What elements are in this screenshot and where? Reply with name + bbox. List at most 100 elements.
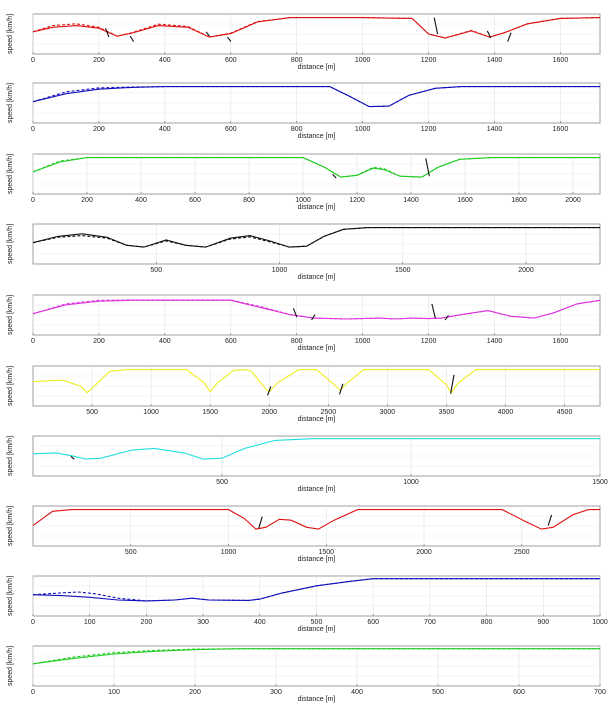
x-tick-label: 200 — [189, 689, 201, 696]
subplot-3: 0 200 400 600 800 1000 1200 1400 1600 1800 2000 dis… — [7, 153, 601, 211]
x-axis-label: distance [m] — [298, 416, 336, 423]
x-tick-label: 1400 — [403, 197, 419, 204]
event-marker — [444, 315, 449, 321]
x-tick-label: 800 — [243, 197, 255, 204]
x-tick-label: 400 — [351, 689, 363, 696]
x-tick-label: 4500 — [557, 409, 573, 416]
event-marker — [547, 514, 553, 526]
x-tick-label: 0 — [31, 689, 35, 696]
x-tick-label: 900 — [537, 619, 549, 626]
x-tick-label: 800 — [481, 619, 493, 626]
x-tick-label: 1400 — [487, 57, 503, 64]
event-marker — [338, 383, 344, 395]
y-axis-label: speed [km/h] — [7, 366, 14, 406]
y-axis-label: speed [km/h] — [7, 646, 14, 686]
x-tick-label: 1000 — [592, 619, 608, 626]
x-tick-label: 500 — [150, 267, 162, 274]
x-tick-label: 400 — [135, 197, 147, 204]
x-tick-label: 1000 — [403, 479, 419, 486]
x-tick-label: 3500 — [439, 409, 455, 416]
subplot-9: 0 100 200 300 400 500 600 700 800 900 1000 distance… — [7, 575, 608, 633]
x-tick-label: 2000 — [518, 267, 534, 274]
event-marker — [425, 158, 430, 177]
event-marker — [431, 303, 436, 319]
event-marker — [433, 17, 439, 35]
x-tick-label: 1000 — [143, 409, 159, 416]
series-line-1 — [32, 438, 600, 460]
x-axis-label: distance [m] — [298, 64, 336, 71]
x-tick-label: 100 — [108, 689, 120, 696]
x-tick-label: 1600 — [553, 57, 569, 64]
x-tick-label: 1000 — [355, 57, 371, 64]
series-line-2 — [32, 17, 601, 39]
x-axis-label: distance [m] — [298, 626, 336, 633]
x-tick-label: 800 — [291, 57, 303, 64]
y-axis-label: speed [km/h] — [7, 14, 14, 54]
x-tick-label: 1800 — [511, 197, 527, 204]
event-marker — [129, 35, 135, 42]
x-tick-label: 600 — [225, 338, 237, 345]
x-tick-label: 1200 — [421, 57, 437, 64]
y-axis-label: speed [km/h] — [7, 224, 14, 264]
x-axis-label: distance [m] — [298, 204, 336, 211]
x-tick-label: 300 — [270, 689, 282, 696]
subplot-8: 500 1000 1500 2000 2500 distance [m] speed [km… — [7, 505, 601, 563]
y-axis-label: speed [km/h] — [7, 436, 14, 476]
x-axis-label: distance [m] — [298, 345, 336, 352]
x-tick-label: 1000 — [272, 267, 288, 274]
x-tick-label: 0 — [31, 338, 35, 345]
x-tick-label: 400 — [159, 338, 171, 345]
x-tick-label: 1600 — [553, 126, 569, 133]
event-marker — [205, 31, 210, 37]
x-tick-label: 1400 — [487, 338, 503, 345]
x-tick-label: 2000 — [261, 409, 277, 416]
x-tick-label: 0 — [31, 126, 35, 133]
x-axis-label: distance [m] — [298, 274, 336, 281]
x-tick-label: 400 — [159, 126, 171, 133]
event-marker — [227, 36, 232, 42]
x-tick-label: 500 — [216, 479, 228, 486]
subplot-7: 500 1000 1500 distance [m] speed [km/h] — [7, 435, 608, 493]
event-marker — [450, 374, 455, 394]
x-tick-label: 200 — [93, 126, 105, 133]
series-line-1 — [32, 157, 600, 178]
x-tick-label: 1200 — [349, 197, 365, 204]
x-tick-label: 200 — [141, 619, 153, 626]
event-marker — [292, 308, 298, 318]
x-tick-label: 1000 — [355, 338, 371, 345]
subplot-4: 500 1000 1500 2000 distance [m] speed [km/h] — [7, 223, 601, 281]
x-tick-label: 1400 — [487, 126, 503, 133]
series-line-2 — [32, 648, 600, 665]
x-tick-label: 200 — [81, 197, 93, 204]
subplot-2: 0 200 400 600 800 1000 1200 1400 1600 distance [m… — [7, 82, 601, 140]
x-tick-label: 1600 — [457, 197, 473, 204]
x-axis-label: distance [m] — [298, 556, 336, 563]
x-tick-label: 2500 — [514, 549, 530, 556]
event-marker — [486, 30, 492, 39]
subplot-5: 0 200 400 600 800 1000 1200 1400 1600 distance [m… — [7, 294, 601, 352]
x-tick-label: 0 — [31, 57, 35, 64]
y-axis-label: speed [km/h] — [7, 576, 14, 616]
x-tick-label: 2000 — [416, 549, 432, 556]
event-marker — [104, 28, 110, 38]
event-marker — [258, 516, 263, 529]
x-tick-label: 600 — [225, 57, 237, 64]
x-tick-label: 0 — [31, 619, 35, 626]
x-tick-label: 4000 — [498, 409, 514, 416]
series-line-1 — [32, 369, 600, 394]
x-tick-label: 100 — [84, 619, 96, 626]
x-tick-label: 200 — [93, 338, 105, 345]
series-line-1 — [32, 509, 600, 530]
event-marker — [70, 455, 75, 460]
x-tick-label: 1000 — [221, 549, 237, 556]
x-tick-label: 2500 — [321, 409, 337, 416]
x-tick-label: 600 — [513, 689, 525, 696]
x-tick-label: 400 — [159, 57, 171, 64]
subplot-10: 0 100 200 300 400 500 600 700 distance [m] speed … — [7, 645, 606, 703]
event-marker — [266, 386, 272, 396]
x-tick-label: 800 — [291, 126, 303, 133]
x-tick-label: 0 — [31, 197, 35, 204]
x-tick-label: 200 — [93, 57, 105, 64]
x-tick-label: 1500 — [395, 267, 411, 274]
